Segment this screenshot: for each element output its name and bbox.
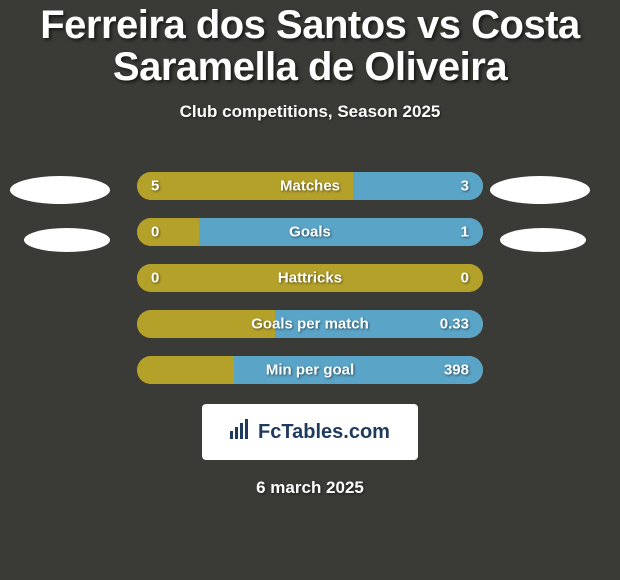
stat-value-left: 5 (151, 178, 159, 195)
stat-row: 00Hattricks (137, 264, 483, 292)
stat-row: 0.33Goals per match (137, 310, 483, 338)
comparison-subtitle: Club competitions, Season 2025 (0, 102, 620, 122)
stat-bar-left (137, 356, 234, 384)
stat-bars: 53Matches01Goals00Hattricks0.33Goals per… (137, 172, 483, 402)
player-avatar (10, 176, 110, 204)
fctables-logo-text: FcTables.com (258, 421, 390, 444)
stat-row: 01Goals (137, 218, 483, 246)
stat-value-right: 3 (461, 178, 469, 195)
stat-bar-left (137, 172, 353, 200)
stat-value-right: 0 (461, 270, 469, 287)
stat-value-right: 1 (461, 224, 469, 241)
stat-value-left: 0 (151, 224, 159, 241)
stat-value-right: 0.33 (440, 316, 469, 333)
comparison-title: Ferreira dos Santos vs Costa Saramella d… (0, 0, 620, 88)
player-avatar (500, 228, 586, 252)
player-avatar (490, 176, 590, 204)
snapshot-date: 6 march 2025 (0, 478, 620, 498)
stat-bar-left (137, 264, 483, 292)
player-avatar (24, 228, 110, 252)
stat-row: 53Matches (137, 172, 483, 200)
stat-bar-right (199, 218, 483, 246)
stat-bar-left (137, 310, 275, 338)
fctables-logo: FcTables.com (202, 404, 418, 460)
stat-row: 398Min per goal (137, 356, 483, 384)
bar-chart-icon (230, 419, 252, 445)
stat-bar-left (137, 218, 199, 246)
stat-value-right: 398 (444, 362, 469, 379)
stat-value-left: 0 (151, 270, 159, 287)
